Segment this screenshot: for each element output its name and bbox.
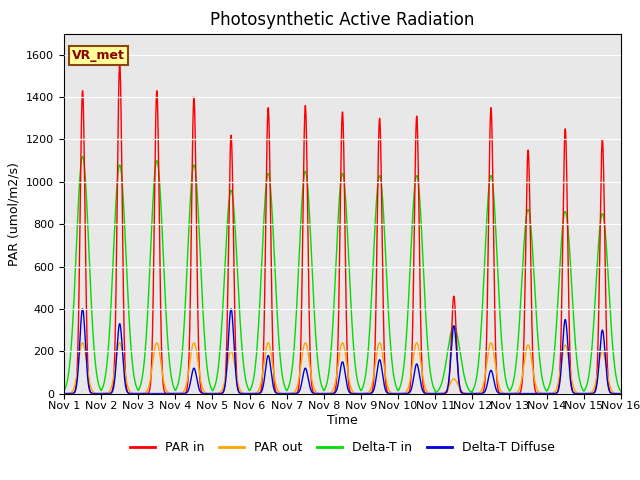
Line: PAR out: PAR out: [64, 343, 621, 394]
Delta-T Diffuse: [616, 391, 624, 396]
Text: VR_met: VR_met: [72, 49, 125, 62]
PAR out: [79, 340, 86, 346]
PAR in: [616, 391, 624, 396]
PAR out: [468, 391, 476, 396]
PAR out: [499, 390, 507, 396]
Delta-T Diffuse: [499, 391, 507, 396]
Delta-T Diffuse: [617, 391, 625, 396]
PAR out: [60, 391, 68, 396]
Delta-T Diffuse: [134, 391, 142, 396]
Delta-T in: [79, 154, 86, 159]
PAR out: [161, 381, 168, 386]
Delta-T Diffuse: [79, 306, 86, 312]
Line: PAR in: PAR in: [64, 63, 621, 394]
Delta-T in: [468, 389, 476, 395]
Delta-T in: [431, 390, 439, 396]
Delta-T in: [617, 388, 625, 394]
PAR out: [616, 391, 624, 396]
Delta-T in: [436, 384, 444, 389]
X-axis label: Time: Time: [327, 414, 358, 427]
Delta-T in: [616, 387, 624, 393]
Delta-T in: [60, 387, 68, 393]
PAR out: [431, 391, 439, 396]
PAR in: [499, 391, 507, 396]
PAR in: [161, 388, 168, 394]
PAR in: [617, 391, 625, 396]
PAR in: [60, 391, 68, 396]
PAR out: [617, 391, 625, 396]
Delta-T in: [499, 355, 507, 360]
PAR in: [436, 391, 444, 396]
Delta-T Diffuse: [322, 391, 330, 396]
Y-axis label: PAR (umol/m2/s): PAR (umol/m2/s): [8, 162, 20, 265]
Delta-T in: [322, 384, 330, 390]
PAR out: [322, 391, 330, 396]
Line: Delta-T Diffuse: Delta-T Diffuse: [64, 309, 621, 394]
Delta-T Diffuse: [468, 391, 476, 396]
PAR in: [431, 391, 439, 396]
PAR out: [436, 391, 444, 396]
Delta-T Diffuse: [436, 391, 444, 396]
Line: Delta-T in: Delta-T in: [64, 156, 621, 393]
Delta-T Diffuse: [161, 391, 168, 396]
Delta-T in: [161, 273, 168, 278]
Delta-T Diffuse: [60, 391, 68, 396]
Title: Photosynthetic Active Radiation: Photosynthetic Active Radiation: [210, 11, 475, 29]
PAR in: [468, 391, 476, 396]
Legend: PAR in, PAR out, Delta-T in, Delta-T Diffuse: PAR in, PAR out, Delta-T in, Delta-T Dif…: [125, 436, 560, 459]
PAR in: [322, 391, 330, 396]
PAR in: [116, 60, 124, 66]
